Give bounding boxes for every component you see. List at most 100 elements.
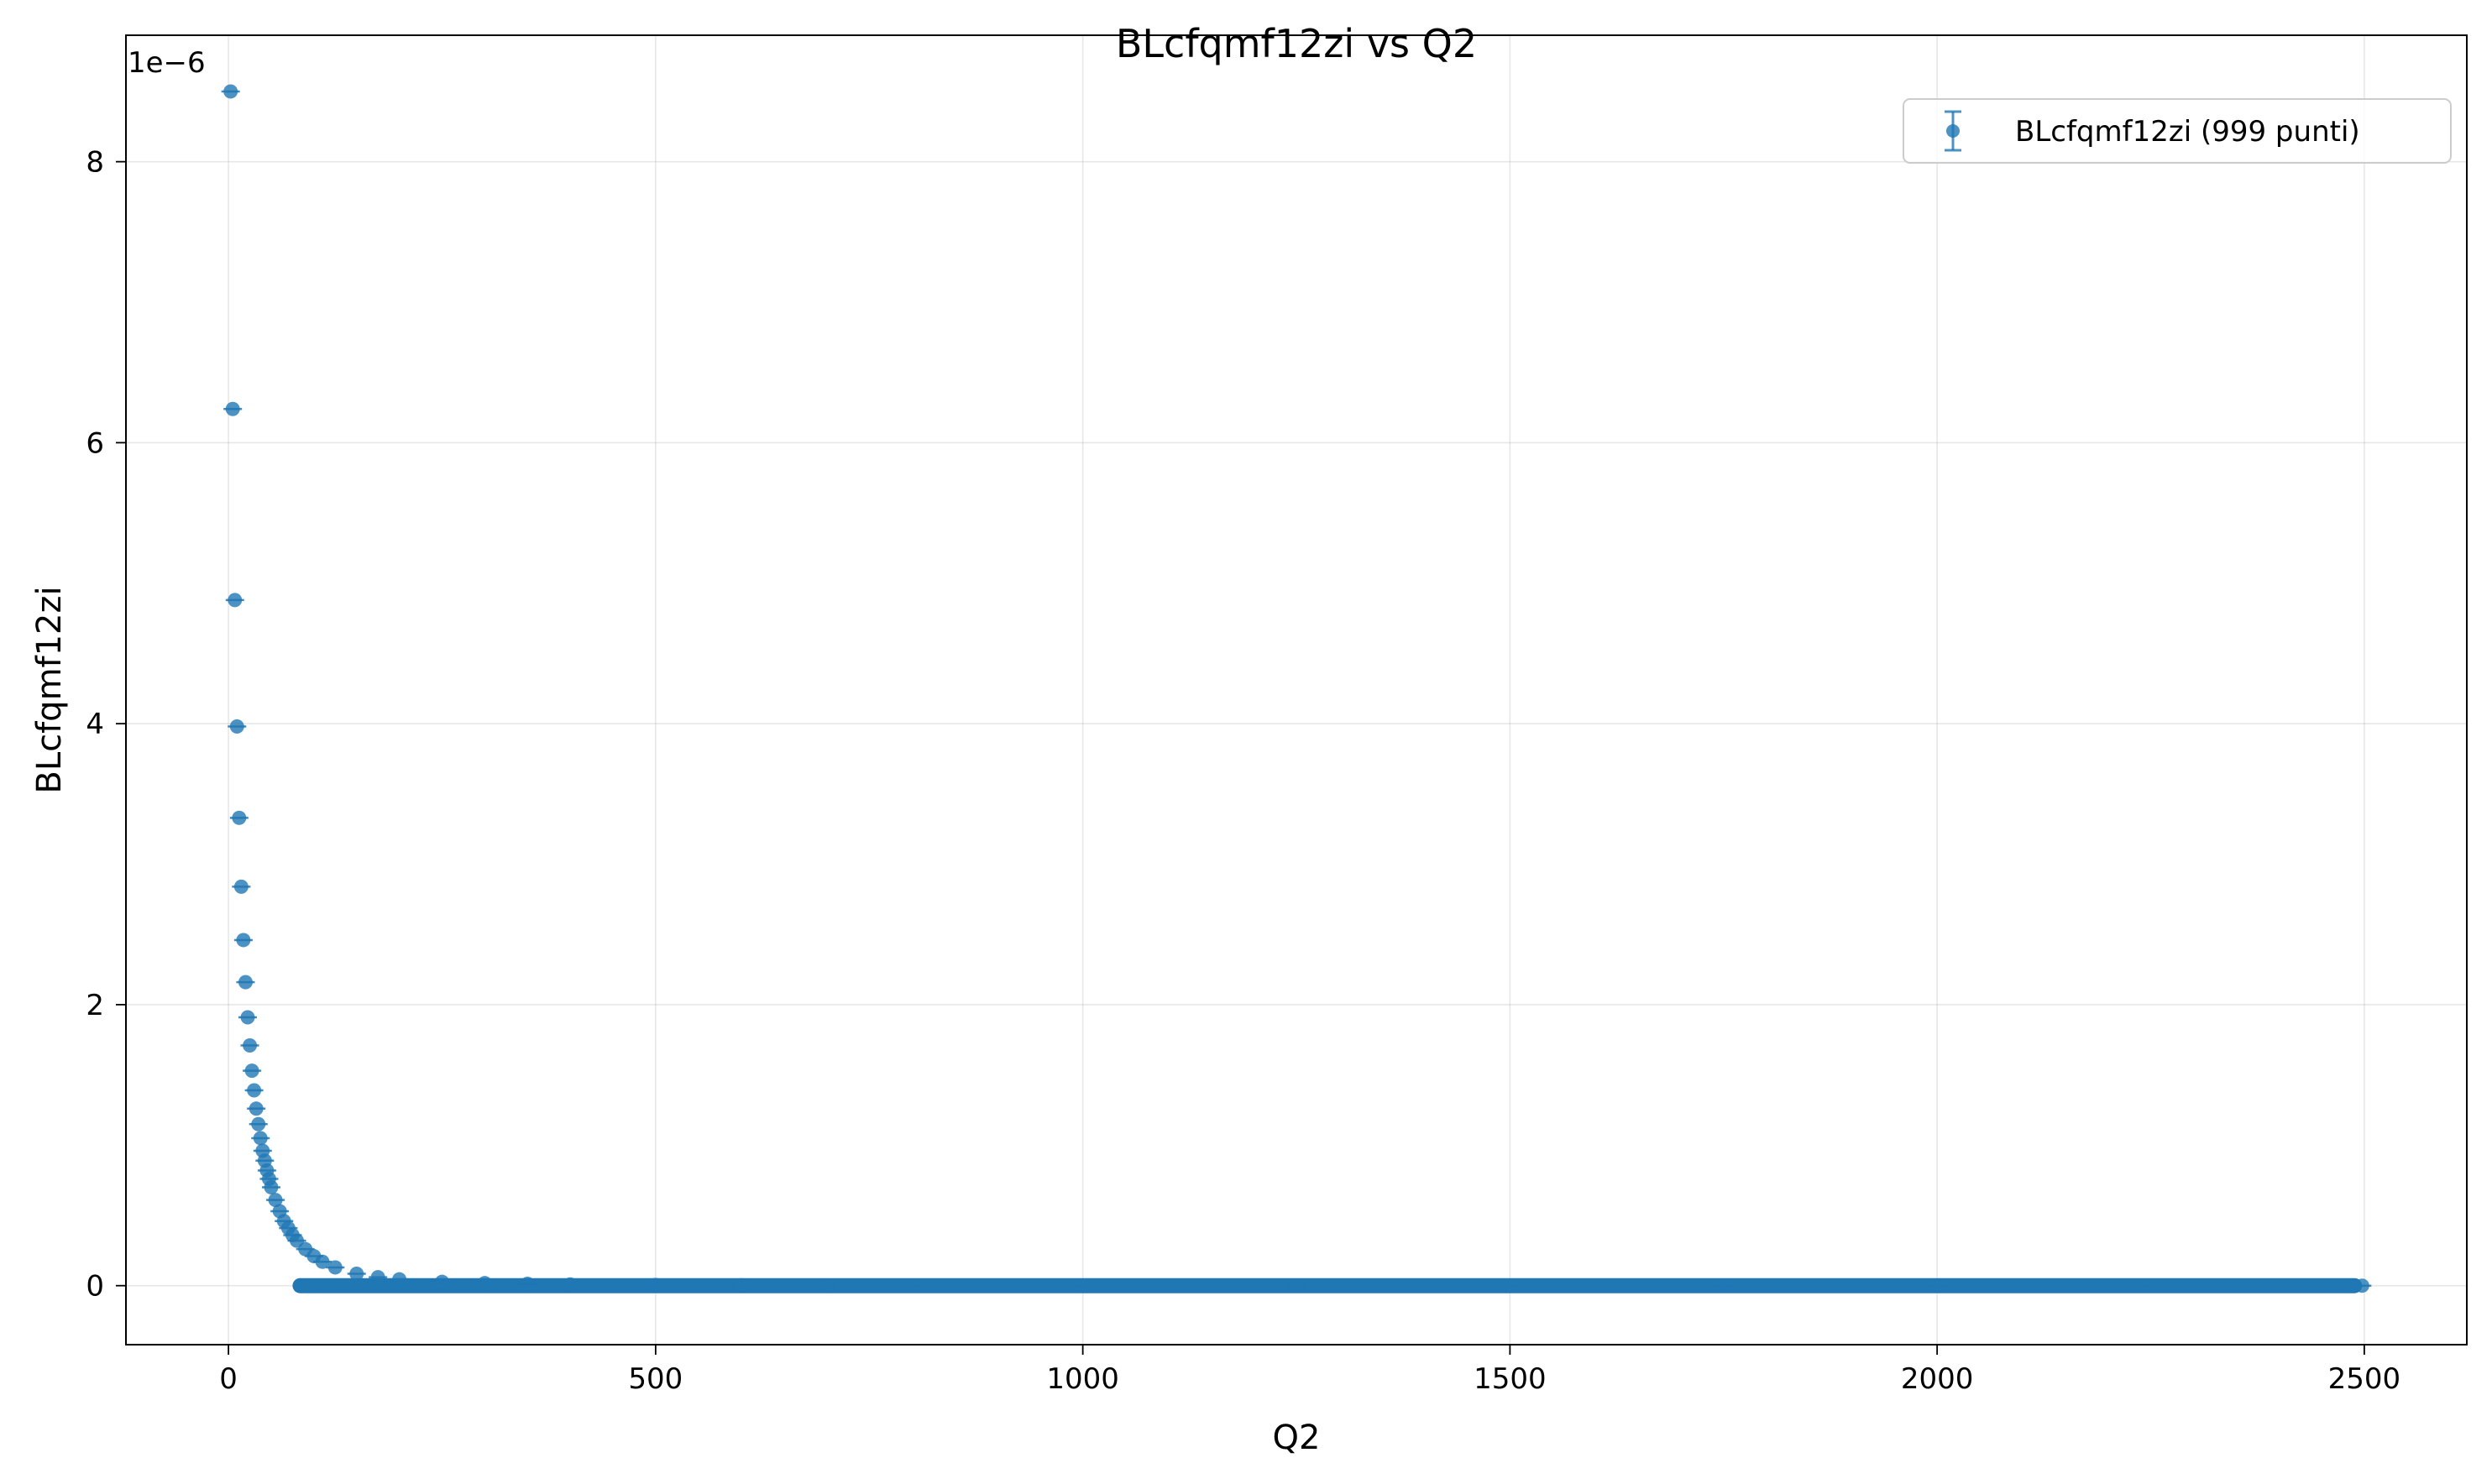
data-marker bbox=[240, 1010, 255, 1025]
data-marker bbox=[228, 593, 243, 608]
data-marker bbox=[477, 1276, 492, 1291]
data-point bbox=[390, 1272, 409, 1287]
y-tick-label: 4 bbox=[86, 708, 104, 741]
chart-title: BLcfqmf12zi vs Q2 bbox=[1116, 21, 1477, 66]
data-point bbox=[2141, 1278, 2160, 1293]
x-axis-ticks: 0 500 1000 1500 2000 2500 bbox=[219, 1345, 2400, 1396]
data-marker bbox=[327, 1260, 343, 1275]
data-point bbox=[247, 1101, 266, 1116]
data-marker bbox=[244, 1063, 259, 1079]
x-tick-label: 2000 bbox=[1901, 1362, 1974, 1396]
data-marker bbox=[1289, 1278, 1304, 1293]
legend: BLcfqmf12zi (999 punti) bbox=[1903, 98, 2452, 164]
y-tick-label: 8 bbox=[86, 146, 104, 180]
data-point bbox=[229, 810, 249, 825]
data-point bbox=[475, 1276, 495, 1291]
data-point bbox=[313, 1254, 332, 1269]
y-axis-label: BLcfqmf12zi bbox=[30, 586, 69, 793]
data-point bbox=[266, 1193, 285, 1208]
data-point bbox=[1500, 1278, 1520, 1293]
data-point bbox=[240, 1037, 259, 1053]
y-tick-label: 2 bbox=[86, 989, 104, 1022]
y-tick-label: 6 bbox=[86, 426, 104, 460]
data-marker bbox=[434, 1274, 449, 1289]
data-point bbox=[1287, 1278, 1306, 1293]
legend-label: BLcfqmf12zi (999 punti) bbox=[2015, 115, 2360, 149]
data-marker bbox=[904, 1278, 919, 1293]
data-point bbox=[1714, 1278, 1733, 1293]
data-marker bbox=[2144, 1278, 2159, 1293]
data-marker bbox=[253, 1131, 268, 1146]
data-point bbox=[518, 1277, 537, 1292]
data-marker bbox=[233, 879, 249, 894]
data-marker bbox=[2354, 1278, 2369, 1293]
dense-band bbox=[292, 1278, 2363, 1293]
data-marker bbox=[315, 1254, 330, 1269]
data-marker bbox=[1716, 1278, 1731, 1293]
data-point bbox=[233, 933, 253, 948]
data-marker bbox=[1929, 1278, 1945, 1293]
data-point bbox=[251, 1131, 270, 1146]
data-points bbox=[221, 84, 2372, 1293]
data-point bbox=[232, 879, 251, 894]
data-marker bbox=[225, 401, 240, 416]
data-marker bbox=[349, 1266, 364, 1281]
x-tick-label: 2500 bbox=[2328, 1362, 2401, 1396]
dense-data-band bbox=[292, 1278, 2363, 1293]
data-point bbox=[561, 1277, 580, 1292]
data-marker bbox=[370, 1270, 385, 1285]
data-point bbox=[2353, 1278, 2372, 1293]
data-point bbox=[221, 84, 240, 99]
data-point bbox=[347, 1266, 366, 1281]
data-point bbox=[1928, 1278, 1947, 1293]
data-marker bbox=[268, 1193, 283, 1208]
data-point bbox=[903, 1278, 922, 1293]
data-marker bbox=[392, 1272, 407, 1287]
y-axis-ticks: 0 2 4 6 8 bbox=[86, 146, 126, 1304]
data-marker bbox=[819, 1278, 834, 1293]
data-point bbox=[646, 1278, 665, 1293]
data-point bbox=[249, 1116, 268, 1131]
x-axis-label: Q2 bbox=[1273, 1419, 1321, 1457]
data-marker bbox=[243, 1037, 258, 1053]
x-tick-label: 1000 bbox=[1046, 1362, 1119, 1396]
y-axis-offset-label: 1e−6 bbox=[128, 46, 206, 80]
data-marker bbox=[232, 810, 247, 825]
data-marker bbox=[247, 1083, 262, 1098]
data-point bbox=[225, 593, 244, 608]
data-point bbox=[236, 975, 255, 990]
data-marker bbox=[236, 933, 251, 948]
data-marker bbox=[251, 1116, 266, 1131]
data-marker bbox=[238, 975, 253, 990]
legend-marker-icon bbox=[1945, 110, 1961, 152]
data-point bbox=[432, 1274, 452, 1289]
data-point bbox=[238, 1010, 257, 1025]
data-point bbox=[244, 1083, 264, 1098]
data-marker bbox=[734, 1278, 749, 1293]
data-point bbox=[817, 1278, 836, 1293]
data-marker bbox=[563, 1277, 578, 1292]
data-marker bbox=[249, 1101, 264, 1116]
data-point bbox=[261, 1180, 280, 1195]
data-point bbox=[326, 1260, 345, 1275]
data-marker bbox=[223, 84, 238, 99]
data-point bbox=[228, 719, 247, 734]
data-point bbox=[369, 1270, 388, 1285]
data-marker bbox=[1502, 1278, 1517, 1293]
data-marker bbox=[520, 1277, 535, 1292]
data-marker bbox=[648, 1278, 663, 1293]
data-point bbox=[1073, 1278, 1092, 1293]
x-tick-label: 1500 bbox=[1474, 1362, 1547, 1396]
y-tick-label: 0 bbox=[86, 1270, 104, 1304]
data-point bbox=[223, 401, 243, 416]
legend-frame bbox=[1903, 98, 2452, 164]
x-tick-label: 0 bbox=[219, 1362, 238, 1396]
plot-frame bbox=[125, 34, 2468, 1346]
data-point bbox=[243, 1063, 262, 1079]
data-point bbox=[731, 1278, 751, 1293]
x-tick-label: 500 bbox=[628, 1362, 683, 1396]
data-marker bbox=[1076, 1278, 1091, 1293]
data-marker bbox=[229, 719, 244, 734]
